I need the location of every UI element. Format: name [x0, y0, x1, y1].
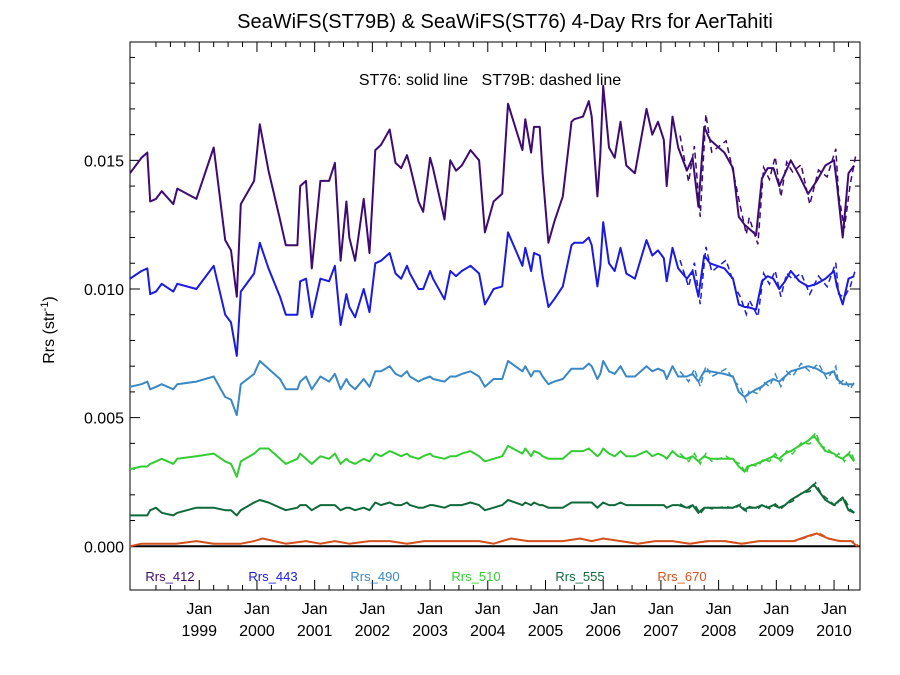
x-tick-year-label: 2006 — [585, 623, 621, 640]
x-tick-month-label: Jan — [533, 601, 559, 618]
series-dashed-rrs-490 — [679, 362, 857, 404]
x-tick-year-label: 2001 — [297, 623, 333, 640]
x-tick-month-label: Jan — [821, 601, 847, 618]
series-dashed-rrs-443 — [679, 246, 857, 320]
y-axis-label: Rrs (str-1) — [39, 296, 58, 364]
x-tick-month-label: Jan — [302, 601, 328, 618]
x-tick-month-label: Jan — [475, 601, 501, 618]
x-tick-year-label: 2005 — [528, 623, 564, 640]
legend-item-rrs-490: Rrs_490 — [350, 569, 399, 584]
plot-frame — [129, 41, 861, 591]
legend-item-rrs-412: Rrs_412 — [145, 569, 194, 584]
y-tick-label: 0.005 — [84, 411, 124, 428]
x-tick-year-label: 1999 — [181, 623, 217, 640]
x-tick-month-label: Jan — [763, 601, 789, 618]
chart-title: SeaWiFS(ST79B) & SeaWiFS(ST76) 4-Day Rrs… — [237, 11, 773, 33]
x-tick-month-label: Jan — [706, 601, 732, 618]
x-tick-month-label: Jan — [359, 601, 385, 618]
y-axis-label-suffix: ) — [41, 296, 58, 301]
x-tick-year-label: 2004 — [470, 623, 506, 640]
x-tick-year-label: 2010 — [816, 623, 852, 640]
series-line-rrs-670 — [129, 532, 858, 548]
legend-item-rrs-670: Rrs_670 — [657, 569, 706, 584]
series-dashed-rrs-670 — [691, 532, 860, 547]
x-tick-year-label: 2008 — [701, 623, 737, 640]
series-line-rrs-510 — [129, 434, 856, 478]
legend-item-rrs-510: Rrs_510 — [451, 569, 500, 584]
x-tick-year-label: 2002 — [355, 623, 391, 640]
y-tick-label: 0.000 — [84, 539, 124, 556]
series-line-rrs-443 — [129, 221, 855, 357]
y-axis-label-text: Rrs (str — [41, 311, 58, 364]
y-axis-label-exponent: -1 — [39, 302, 51, 312]
x-tick-year-label: 2000 — [239, 623, 275, 640]
x-tick-month-label: Jan — [590, 601, 616, 618]
plot-area: 0.000 0.005 0.010 0.015 Jan 1999 Jan 2000 Jan 200… — [84, 41, 861, 640]
series-line-rrs-490 — [129, 360, 855, 417]
legend-item-rrs-443: Rrs_443 — [248, 569, 297, 584]
series-line-rrs-412 — [129, 84, 856, 298]
series-dashed-rrs-412 — [679, 114, 857, 245]
x-tick-month-label: Jan — [244, 601, 270, 618]
x-tick-month-label: Jan — [186, 601, 212, 618]
legend-item-rrs-555: Rrs_555 — [555, 569, 604, 584]
x-tick-year-label: 2007 — [643, 623, 679, 640]
x-tick-month-label: Jan — [648, 601, 674, 618]
series-dashed-rrs-510 — [679, 430, 857, 476]
y-tick-label: 0.015 — [84, 153, 124, 170]
line-style-annotation: ST76: solid line ST79B: dashed line — [359, 72, 621, 89]
x-tick-year-label: 2009 — [759, 623, 795, 640]
x-tick-year-label: 2003 — [412, 623, 448, 640]
series-dashed-rrs-555 — [679, 481, 857, 516]
y-tick-label: 0.010 — [84, 282, 124, 299]
x-tick-month-label: Jan — [417, 601, 443, 618]
